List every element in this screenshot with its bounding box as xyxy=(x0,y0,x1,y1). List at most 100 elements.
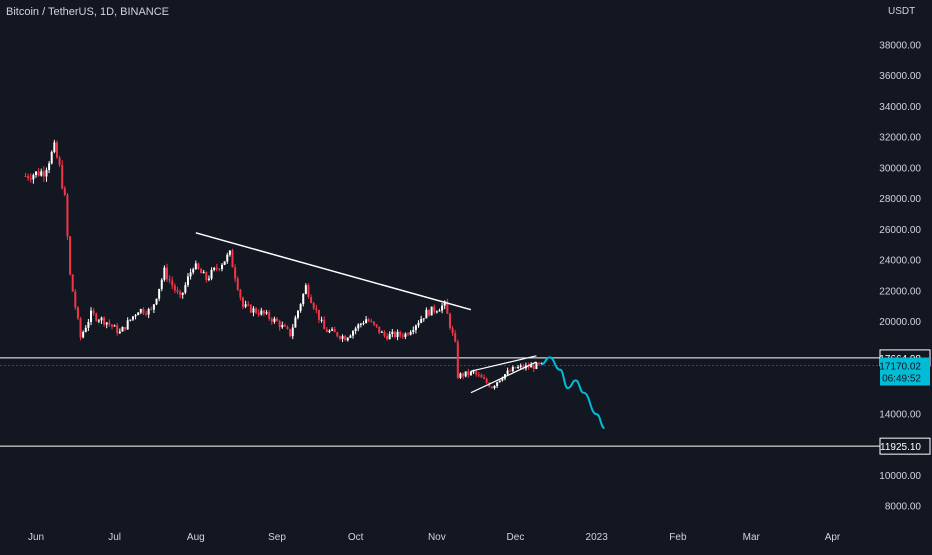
candle-body xyxy=(118,331,121,334)
candle-body xyxy=(58,157,61,166)
down-candle xyxy=(338,335,341,341)
up-candle xyxy=(496,381,499,388)
y-tick-label: 38000.00 xyxy=(879,40,921,51)
candle-body xyxy=(493,385,496,389)
up-candle xyxy=(155,298,158,306)
down-candle xyxy=(433,304,436,315)
down-candle xyxy=(257,309,260,317)
up-candle xyxy=(252,306,255,317)
candle-body xyxy=(490,386,493,389)
up-candle xyxy=(519,363,522,370)
candle-body xyxy=(24,175,27,177)
up-candle xyxy=(84,325,87,333)
candle-body xyxy=(42,171,45,177)
candle-body xyxy=(213,267,216,270)
up-candle xyxy=(493,385,496,390)
candle-body xyxy=(372,321,375,325)
candle-body xyxy=(396,331,399,338)
down-candle xyxy=(179,289,182,299)
candle-body xyxy=(160,279,163,289)
candle-body xyxy=(501,378,504,381)
down-candle xyxy=(372,321,375,327)
up-candle xyxy=(362,320,365,326)
candle-body xyxy=(270,318,273,322)
candle-body xyxy=(448,313,451,328)
x-tick-label: Oct xyxy=(348,532,364,543)
down-candle xyxy=(276,317,279,322)
up-candle xyxy=(147,307,150,319)
up-candle xyxy=(213,267,216,272)
y-tick-label: 36000.00 xyxy=(879,71,921,82)
y-tick-label: 8000.00 xyxy=(885,502,922,513)
candle-body xyxy=(27,176,30,179)
candle-body xyxy=(147,309,150,315)
horizontal-price-lines xyxy=(0,357,880,447)
candle-body xyxy=(422,318,425,320)
candle-body xyxy=(310,296,313,304)
candle-body xyxy=(299,304,302,311)
up-candle xyxy=(281,321,284,329)
down-candle xyxy=(283,323,286,327)
up-candle xyxy=(139,308,142,315)
candle-body xyxy=(362,323,365,325)
candle-body xyxy=(346,337,349,341)
up-candle xyxy=(391,329,394,338)
up-candle xyxy=(35,171,37,178)
up-candle xyxy=(459,372,462,380)
down-candle xyxy=(378,326,381,335)
down-candle xyxy=(110,324,113,330)
down-candle xyxy=(63,185,66,197)
candle-body xyxy=(344,336,347,341)
down-candle xyxy=(236,276,239,291)
candle-body xyxy=(435,311,438,313)
candle-body xyxy=(113,325,116,327)
down-candle xyxy=(485,377,488,384)
candle-body xyxy=(166,267,168,280)
candle-body xyxy=(425,309,428,319)
candle-body xyxy=(92,310,95,314)
candle-body xyxy=(383,331,386,336)
up-candle xyxy=(320,316,323,323)
up-candle xyxy=(221,263,224,272)
candle-body xyxy=(391,331,394,334)
candle-body xyxy=(291,327,294,337)
candle-body xyxy=(388,333,391,340)
up-candle xyxy=(105,322,108,329)
x-tick-label: Aug xyxy=(187,532,205,543)
up-candle xyxy=(131,316,134,321)
candle-body xyxy=(163,267,166,280)
down-candle xyxy=(383,330,386,338)
candle-body xyxy=(239,289,242,298)
candle-body xyxy=(168,279,171,281)
y-tick-label: 14000.00 xyxy=(879,409,921,420)
candle-body xyxy=(297,310,299,318)
up-candle xyxy=(352,329,355,339)
candle-body xyxy=(236,278,239,290)
up-candle xyxy=(464,371,467,378)
down-candle xyxy=(375,324,378,329)
candle-body xyxy=(131,316,134,320)
candle-body xyxy=(186,276,189,285)
down-candle xyxy=(71,274,74,292)
up-candle xyxy=(194,260,197,270)
candle-body xyxy=(399,331,402,336)
candle-body xyxy=(462,373,465,377)
down-candle xyxy=(428,309,430,317)
up-candle xyxy=(32,173,35,184)
candle-body xyxy=(454,333,457,342)
up-candle xyxy=(359,322,362,328)
candle-body xyxy=(480,375,483,378)
candle-body xyxy=(283,324,286,327)
candle-body xyxy=(142,309,145,314)
up-candle xyxy=(129,319,132,322)
candle-body xyxy=(325,329,328,333)
candle-body xyxy=(443,301,446,306)
down-candle xyxy=(336,331,339,338)
down-candle xyxy=(27,173,30,181)
candle-body xyxy=(218,268,221,270)
down-candle xyxy=(451,325,454,336)
down-candle xyxy=(74,289,77,310)
